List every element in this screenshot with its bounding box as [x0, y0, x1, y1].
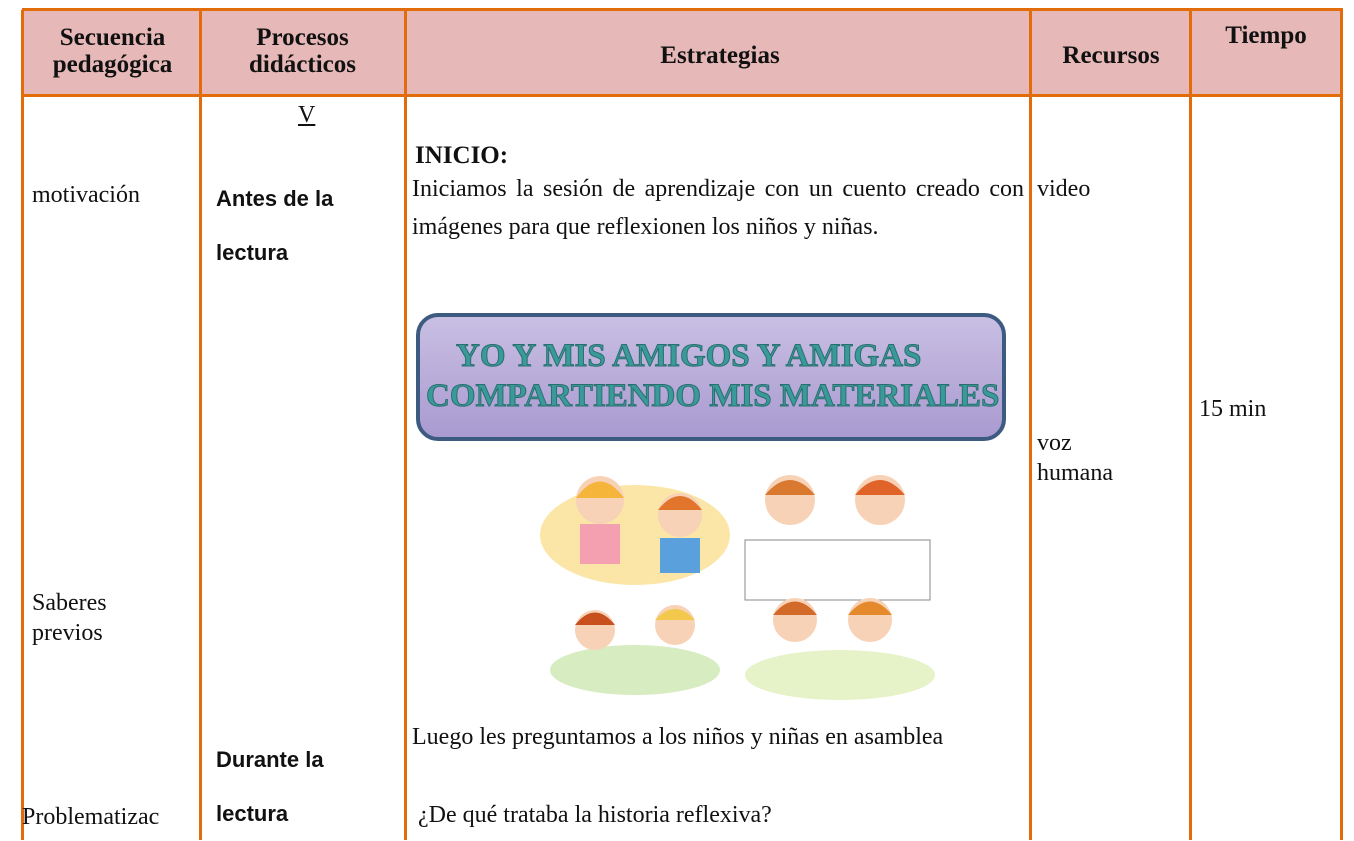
header-row	[22, 10, 1340, 95]
paragraph: Iniciamos la sesión de aprendizaje con u…	[412, 176, 1024, 240]
rule	[1340, 10, 1343, 840]
cell-text: Problematizac	[22, 804, 160, 830]
cell-text: video	[1037, 176, 1091, 202]
header-cell: Procesos didácticos	[249, 24, 356, 78]
header-cell: Recursos	[1062, 42, 1160, 69]
cell-text: V	[298, 102, 316, 128]
paragraph: Luego les preguntamos a los niños y niña…	[412, 724, 944, 750]
heading: INICIO:	[415, 142, 509, 169]
header-cell: Estrategias	[660, 42, 780, 69]
cell-text: 15 min	[1199, 396, 1267, 422]
rule	[22, 8, 1343, 11]
paragraph: ¿De qué trataba la historia reflexiva?	[418, 802, 772, 828]
banner-text: YO Y MIS AMIGOS Y AMIGAS	[455, 338, 922, 375]
cell-text: Saberes previos	[32, 590, 107, 646]
header-cell: Tiempo	[1225, 22, 1307, 49]
rule	[1029, 10, 1032, 840]
rule	[22, 94, 1343, 97]
rule	[199, 10, 202, 840]
cell-text: Durante la lectura	[216, 747, 324, 826]
rule	[1189, 10, 1192, 840]
cell-text: motivación	[32, 182, 140, 208]
cell-text: voz humana	[1037, 430, 1113, 486]
cell-text: Antes de la lectura	[216, 186, 334, 265]
illustration	[540, 475, 935, 700]
header-cell: Secuencia pedagógica	[52, 24, 173, 78]
banner-text: COMPARTIENDO MIS MATERIALES	[425, 378, 1000, 415]
rule	[21, 10, 24, 840]
rule	[404, 10, 407, 840]
banner: YO Y MIS AMIGOS Y AMIGAS COMPARTIENDO MI…	[416, 313, 1006, 441]
